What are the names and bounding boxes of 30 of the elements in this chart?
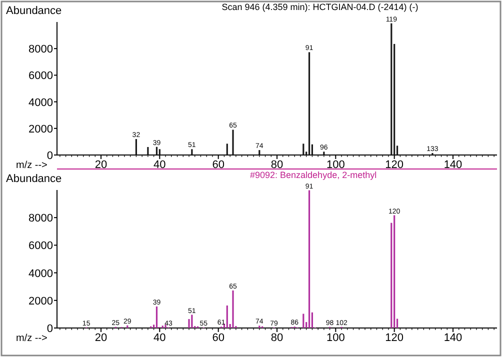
- y-tick-label: 0: [46, 150, 53, 162]
- chart-title: #9092: Benzaldehyde, 2-methyl: [250, 170, 377, 180]
- x-tick-label: 40: [154, 332, 166, 344]
- y-axis-title: Abundance: [6, 5, 62, 17]
- x-tick-label: 40: [154, 159, 166, 171]
- x-tick-label: 20: [94, 332, 108, 344]
- x-tick-label: 60: [212, 159, 224, 171]
- x-tick-label: 80: [270, 332, 284, 344]
- x-tick-label: 120: [385, 332, 404, 344]
- y-tick-label: 2000: [28, 295, 53, 308]
- y-tick-label: 6000: [28, 70, 53, 82]
- x-tick-label: 100: [326, 159, 345, 171]
- x-tick-label: 140: [444, 159, 462, 171]
- x-tick-label: 140: [444, 332, 462, 344]
- x-tick-label: 80: [270, 159, 284, 171]
- y-axis-title: Abundance: [6, 173, 62, 185]
- chart-title: Scan 946 (4.359 min): HCTGIAN-04.D (-2414) (-): [222, 2, 418, 12]
- x-tick-label: 20: [94, 159, 108, 171]
- y-tick-label: 6000: [28, 240, 53, 252]
- y-tick-label: 0: [46, 323, 53, 335]
- x-tick-label: 60: [212, 332, 224, 344]
- y-tick-label: 8000: [28, 212, 53, 225]
- y-tick-label: 4000: [28, 96, 53, 109]
- y-tick-label: 4000: [28, 268, 53, 280]
- y-tick-label: 2000: [28, 123, 53, 136]
- x-tick-label: 100: [326, 332, 345, 344]
- y-tick-label: 8000: [28, 44, 53, 56]
- x-axis-title: m/z -->: [16, 333, 48, 344]
- x-tick-label: 120: [385, 159, 404, 171]
- x-axis-title: m/z -->: [16, 160, 48, 171]
